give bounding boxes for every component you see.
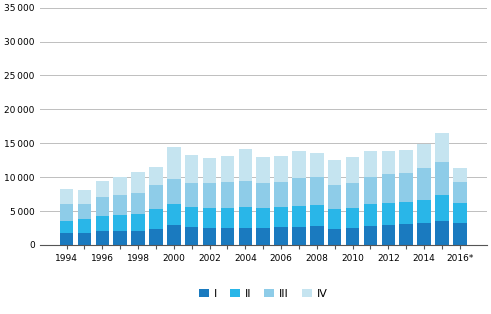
Bar <box>60 204 73 220</box>
Bar <box>453 203 466 223</box>
Bar <box>328 160 341 185</box>
Bar <box>417 144 431 168</box>
Bar <box>435 195 449 220</box>
Bar <box>256 157 270 183</box>
Bar <box>185 207 198 227</box>
Bar <box>60 220 73 233</box>
Bar <box>274 156 288 182</box>
Bar <box>364 204 377 226</box>
Bar <box>310 177 324 205</box>
Bar <box>346 182 359 208</box>
Bar <box>96 198 109 216</box>
Bar <box>221 228 234 245</box>
Bar <box>60 189 73 204</box>
Bar <box>239 149 252 181</box>
Bar <box>435 220 449 245</box>
Bar <box>167 225 181 245</box>
Bar <box>382 203 395 225</box>
Bar <box>417 223 431 245</box>
Bar <box>346 208 359 228</box>
Bar <box>256 208 270 228</box>
Bar <box>310 153 324 177</box>
Bar <box>400 224 413 245</box>
Bar <box>185 155 198 183</box>
Bar <box>113 215 127 231</box>
Bar <box>167 147 181 179</box>
Bar <box>185 227 198 245</box>
Bar <box>78 204 91 219</box>
Bar <box>96 181 109 198</box>
Bar <box>78 190 91 204</box>
Bar <box>203 183 216 208</box>
Bar <box>400 202 413 224</box>
Bar <box>167 179 181 204</box>
Bar <box>417 168 431 200</box>
Bar <box>328 229 341 245</box>
Bar <box>400 150 413 173</box>
Bar <box>364 177 377 204</box>
Bar <box>346 228 359 245</box>
Bar <box>113 195 127 215</box>
Bar <box>453 223 466 245</box>
Bar <box>417 200 431 223</box>
Bar <box>382 174 395 203</box>
Bar <box>132 231 145 245</box>
Bar <box>435 133 449 161</box>
Bar <box>132 214 145 231</box>
Bar <box>256 183 270 208</box>
Bar <box>292 151 305 178</box>
Bar <box>382 151 395 174</box>
Bar <box>78 233 91 245</box>
Bar <box>400 173 413 202</box>
Bar <box>292 178 305 206</box>
Bar <box>113 231 127 245</box>
Bar <box>96 231 109 245</box>
Bar <box>292 227 305 245</box>
Bar <box>274 182 288 207</box>
Bar <box>221 156 234 182</box>
Bar <box>221 182 234 208</box>
Bar <box>310 226 324 245</box>
Bar <box>96 216 109 231</box>
Bar <box>310 205 324 226</box>
Bar <box>203 208 216 228</box>
Bar <box>435 161 449 195</box>
Bar <box>364 151 377 177</box>
Bar <box>203 228 216 245</box>
Bar <box>149 229 163 245</box>
Bar <box>132 172 145 193</box>
Bar <box>239 228 252 245</box>
Bar <box>364 226 377 245</box>
Bar <box>292 206 305 227</box>
Bar <box>185 183 198 207</box>
Bar <box>274 227 288 245</box>
Bar <box>149 185 163 209</box>
Bar <box>132 193 145 214</box>
Bar <box>221 208 234 228</box>
Bar <box>149 209 163 229</box>
Bar <box>78 219 91 233</box>
Bar <box>167 204 181 225</box>
Bar <box>346 158 359 182</box>
Bar <box>453 182 466 203</box>
Bar <box>382 225 395 245</box>
Bar <box>203 158 216 183</box>
Bar <box>274 207 288 227</box>
Bar <box>60 233 73 245</box>
Bar <box>239 207 252 228</box>
Bar <box>453 168 466 182</box>
Bar <box>328 185 341 209</box>
Bar <box>328 209 341 229</box>
Bar <box>239 181 252 207</box>
Legend: I, II, III, IV: I, II, III, IV <box>194 284 332 303</box>
Bar <box>149 167 163 185</box>
Bar <box>256 228 270 245</box>
Bar <box>113 177 127 195</box>
